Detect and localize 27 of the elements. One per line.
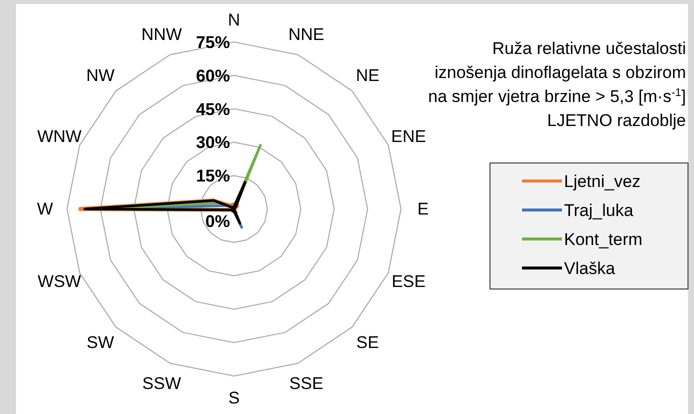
- spoke-label: SSW: [142, 374, 182, 394]
- y-tick-label: 60%: [196, 66, 230, 86]
- legend-label: Traj_luka: [564, 201, 634, 220]
- spoke-label: NE: [356, 66, 380, 85]
- spoke-label: ESE: [392, 272, 426, 291]
- spoke-label: SW: [86, 333, 114, 352]
- y-tick-label: 30%: [196, 133, 230, 152]
- legend-label: Ljetni_vez: [564, 172, 641, 191]
- spoke-label: E: [417, 200, 429, 218]
- text: Ruža relativne učestalosti iznošenja dinoflagelata s obzirom na smjer vjetra brzine > 5,3 [m·s$^{-1}$] LJETNO razdoblje: [428, 39, 686, 130]
- y-tick-label: 15%: [196, 166, 230, 186]
- legend-label: Kont_term: [564, 230, 642, 249]
- legend-label: Vlaška: [564, 259, 616, 278]
- spoke-label: NNE: [288, 24, 324, 44]
- spoke-label: SSE: [289, 374, 324, 394]
- spoke-label: N: [228, 10, 240, 30]
- y-tick-label: 45%: [196, 100, 230, 119]
- y-tick-label: 75%: [196, 33, 230, 52]
- spoke-label: WSW: [38, 272, 82, 291]
- spoke-label: S: [228, 388, 240, 408]
- spoke-label: SE: [356, 333, 379, 352]
- spoke-label: NW: [86, 66, 115, 85]
- spoke-label: W: [36, 200, 54, 218]
- spoke-label: ENE: [391, 127, 426, 146]
- spoke-label: NNW: [141, 24, 182, 44]
- spoke-label: WNW: [37, 127, 82, 146]
- y-tick-label: 0%: [205, 212, 230, 231]
